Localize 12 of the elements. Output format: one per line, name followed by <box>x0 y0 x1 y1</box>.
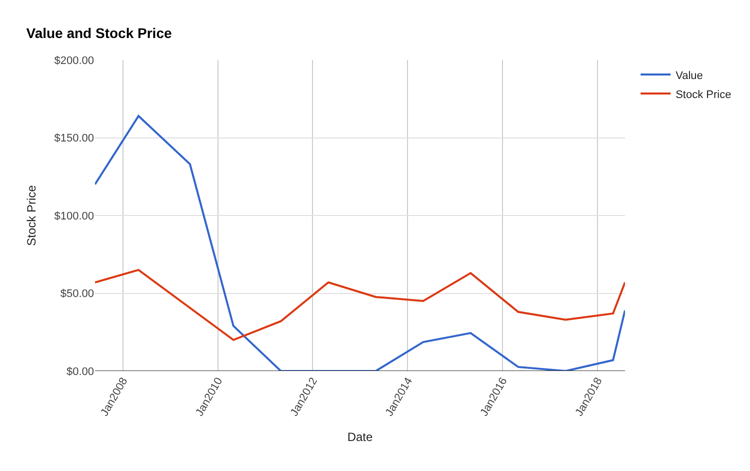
y-tick-label: $0.00 <box>66 366 94 378</box>
line-series <box>95 114 625 371</box>
line-series <box>95 268 625 341</box>
legend-label: Stock Price <box>676 88 732 101</box>
y-axis-title: Stock Price <box>24 184 39 246</box>
y-tick-label: $50.00 <box>60 288 94 300</box>
y-tick-label: $100.00 <box>54 210 94 222</box>
x-axis-title: Date <box>347 430 373 444</box>
y-tick-label: $200.00 <box>54 54 94 67</box>
chart-title: Value and Stock Price <box>26 25 172 42</box>
y-tick-label: $150.00 <box>54 132 94 145</box>
legend-label: Value <box>676 70 703 82</box>
